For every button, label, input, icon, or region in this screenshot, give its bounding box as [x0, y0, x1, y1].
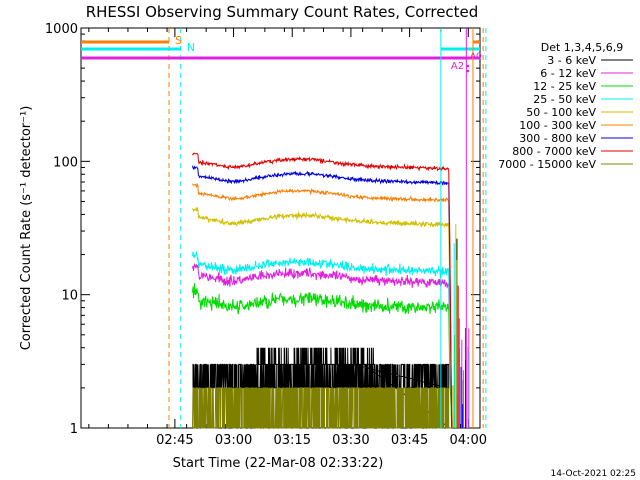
night-marker-label: N — [187, 41, 195, 54]
chart-title: RHESSI Observing Summary Count Rates, Co… — [86, 3, 479, 21]
legend-label: 25 - 50 keV — [533, 93, 596, 106]
x-tick-label: 03:15 — [274, 433, 311, 448]
series-line — [192, 250, 453, 429]
series-line — [192, 206, 453, 429]
attenuator-a0-label: A0 — [470, 52, 482, 62]
series-line — [192, 347, 452, 429]
series-line — [192, 283, 453, 429]
y-tick-label: 1 — [70, 422, 78, 437]
legend-label: 7000 - 15000 keV — [498, 158, 596, 171]
y-tick-label: 10 — [61, 289, 78, 304]
x-tick-label: 03:00 — [215, 433, 252, 448]
legend-label: 800 - 7000 keV — [512, 145, 596, 158]
legend-label: 100 - 300 keV — [519, 119, 596, 132]
x-tick-label: 02:45 — [156, 433, 193, 448]
attenuator-dot — [466, 64, 470, 68]
series-line — [192, 152, 453, 429]
series-line — [192, 387, 452, 429]
series-line — [192, 182, 453, 429]
series-line — [192, 262, 453, 429]
timestamp: 14-Oct-2021 02:25 — [551, 469, 636, 479]
legend-label: 6 - 12 keV — [540, 67, 596, 80]
x-tick-label: 04:00 — [450, 433, 487, 448]
legend-label: 50 - 100 keV — [526, 106, 596, 119]
x-tick-label: 03:30 — [332, 433, 369, 448]
plot-area: 1 10 100 1000 02:45 03:00 03:15 03:30 03:45 04:00… — [45, 22, 487, 448]
y-tick-label: 100 — [53, 155, 78, 170]
series-line — [192, 165, 453, 429]
saa-marker-label: S — [175, 34, 182, 47]
legend-label: 3 - 6 keV — [547, 54, 596, 67]
attenuator-dot — [466, 69, 470, 73]
legend-label: 12 - 25 keV — [533, 80, 596, 93]
x-tick-label: 03:45 — [391, 433, 428, 448]
attenuator-a2-label: A2 — [451, 61, 464, 72]
legend-label: 300 - 800 keV — [519, 132, 596, 145]
legend-title: Det 1,3,4,5,6,9 — [541, 41, 624, 54]
y-axis-label: Corrected Count Rate (s⁻¹ detector⁻¹) — [19, 106, 34, 351]
y-tick-label: 1000 — [45, 22, 78, 37]
x-axis-label: Start Time (22-Mar-08 02:33:22) — [173, 456, 384, 471]
